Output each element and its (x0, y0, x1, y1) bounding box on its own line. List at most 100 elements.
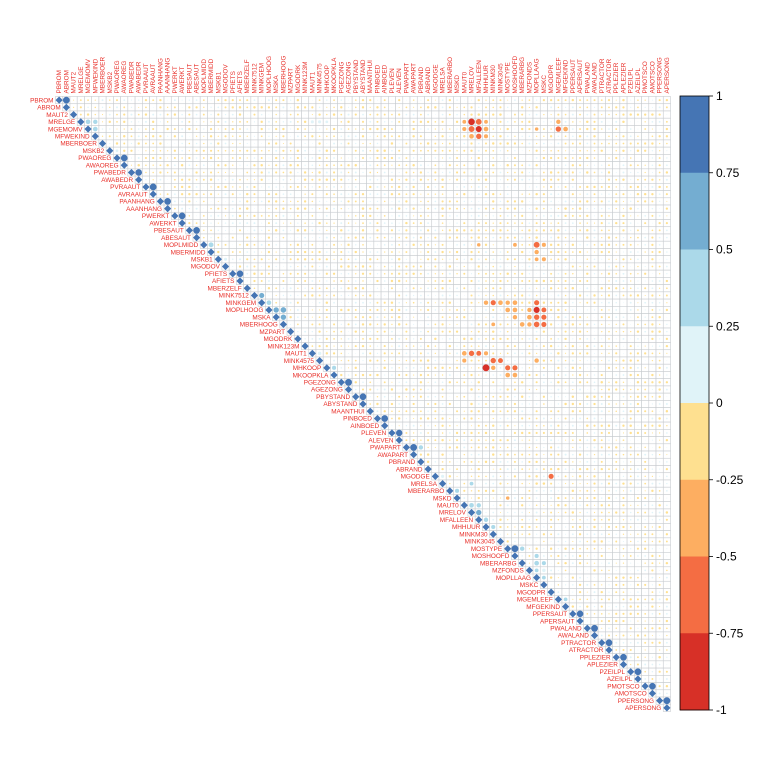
correlation-marker (412, 135, 415, 138)
correlation-marker (448, 142, 451, 145)
correlation-marker (391, 121, 393, 123)
correlation-marker (195, 164, 198, 166)
correlation-marker (159, 150, 162, 152)
correlation-marker (485, 99, 487, 101)
correlation-marker (210, 186, 212, 188)
correlation-marker (275, 135, 277, 137)
correlation-marker (108, 113, 111, 116)
correlation-marker (267, 142, 270, 145)
correlation-marker (355, 121, 357, 123)
correlation-marker (296, 127, 299, 131)
correlation-marker (167, 143, 168, 144)
correlation-marker (542, 156, 546, 160)
correlation-marker (468, 126, 475, 132)
correlation-marker (180, 178, 184, 181)
correlation-marker (94, 106, 97, 109)
correlation-marker (637, 106, 639, 109)
correlation-marker (578, 200, 582, 203)
correlation-marker (557, 106, 560, 109)
correlation-marker (383, 149, 386, 152)
correlation-marker (347, 208, 350, 210)
correlation-marker (224, 164, 227, 167)
correlation-marker (267, 193, 271, 196)
correlation-marker (448, 171, 451, 174)
correlation-marker (391, 99, 393, 101)
correlation-marker (622, 98, 625, 102)
correlation-marker (420, 142, 422, 145)
correlation-marker (347, 142, 350, 145)
correlation-marker (144, 156, 147, 160)
correlation-marker (564, 113, 567, 116)
correlation-marker (419, 178, 423, 181)
correlation-marker (384, 186, 386, 188)
correlation-marker (202, 99, 205, 101)
correlation-marker (615, 150, 617, 152)
correlation-marker (325, 149, 329, 152)
correlation-marker (557, 99, 560, 102)
correlation-marker (253, 193, 256, 196)
correlation-marker (231, 106, 234, 109)
correlation-marker (123, 142, 126, 145)
correlation-marker (361, 98, 365, 102)
correlation-marker (644, 149, 647, 152)
correlation-marker (333, 157, 335, 159)
correlation-marker (492, 179, 494, 181)
correlation-marker (456, 150, 458, 152)
correlation-marker (485, 106, 487, 109)
correlation-marker (116, 120, 118, 123)
correlation-marker (564, 120, 567, 123)
correlation-marker (608, 193, 610, 195)
correlation-marker (405, 121, 407, 123)
correlation-marker (412, 164, 415, 167)
correlation-marker (499, 164, 502, 166)
correlation-marker (615, 172, 617, 173)
correlation-marker (534, 127, 539, 131)
correlation-marker (644, 178, 647, 181)
correlation-marker (296, 149, 300, 152)
correlation-marker (427, 99, 430, 102)
correlation-marker (246, 149, 249, 152)
correlation-marker (564, 106, 567, 108)
correlation-marker (586, 150, 588, 152)
correlation-marker (571, 200, 574, 203)
correlation-marker (296, 156, 299, 160)
correlation-marker (471, 99, 473, 101)
correlation-marker (658, 106, 661, 109)
correlation-marker (137, 113, 140, 116)
correlation-marker (665, 106, 668, 109)
correlation-marker (376, 156, 379, 160)
correlation-marker (195, 171, 198, 174)
correlation-marker (303, 171, 307, 174)
correlation-marker (145, 164, 147, 167)
correlation-marker (159, 113, 162, 116)
correlation-marker (477, 156, 480, 160)
correlation-marker (246, 106, 249, 109)
correlation-marker (434, 121, 437, 123)
correlation-marker (514, 186, 516, 188)
correlation-marker (383, 135, 386, 138)
correlation-marker (571, 193, 574, 196)
correlation-marker (72, 106, 75, 108)
correlation-marker (470, 207, 473, 210)
correlation-marker (231, 193, 234, 196)
correlation-marker (506, 164, 509, 167)
correlation-marker (391, 200, 393, 202)
correlation-marker (521, 99, 523, 101)
correlation-marker (318, 178, 321, 181)
correlation-marker (398, 185, 401, 189)
correlation-marker (564, 156, 567, 160)
correlation-marker (449, 193, 451, 195)
correlation-marker (239, 186, 241, 188)
correlation-marker (391, 171, 393, 174)
correlation-marker (463, 200, 465, 203)
correlation-marker (152, 113, 155, 116)
correlation-marker (101, 99, 104, 102)
correlation-marker (542, 178, 546, 181)
correlation-marker (651, 193, 654, 196)
correlation-marker (434, 215, 436, 217)
correlation-marker (630, 106, 632, 108)
correlation-marker (651, 150, 654, 152)
correlation-marker (239, 128, 241, 130)
correlation-marker (289, 222, 292, 224)
correlation-marker (608, 157, 610, 159)
